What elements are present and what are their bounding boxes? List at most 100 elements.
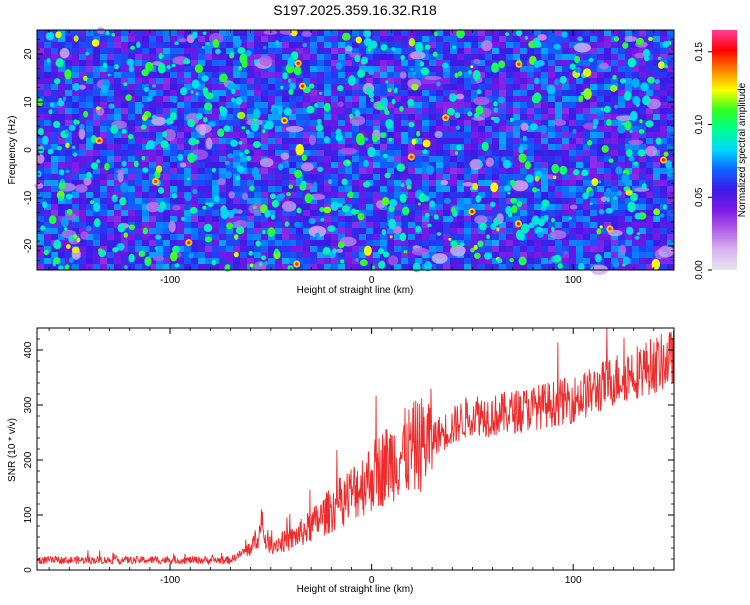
heatmap-blob [631,78,640,88]
heatmap-cell [387,66,394,72]
heatmap-cell [534,162,541,168]
heatmap-cell [373,174,380,180]
heatmap-cell [394,198,401,204]
heatmap-cell [37,204,44,210]
heatmap-cell [422,60,429,66]
heatmap-cell [261,150,268,156]
heatmap-cell [275,96,282,102]
heatmap-cell [254,36,261,42]
heatmap-cell [604,222,611,228]
heatmap-cell [226,102,233,108]
heatmap-cell [212,150,219,156]
heatmap-blob [588,57,594,63]
heatmap-cell [576,162,583,168]
heatmap-cell [233,168,240,174]
heatmap-cell [79,252,86,258]
heatmap-cell [72,210,79,216]
heatmap-cell [212,240,219,246]
heatmap-cell [660,114,667,120]
heatmap-cell [177,78,184,84]
heatmap-cell [226,252,233,258]
heatmap-blob [253,59,259,64]
heatmap-cell [198,162,205,168]
heatmap-cell [513,246,520,252]
heatmap-cell [618,144,625,150]
heatmap-cell [114,192,121,198]
heatmap-cell [394,168,401,174]
heatmap-cell [415,102,422,108]
heatmap-cell [534,72,541,78]
heatmap-cell [457,54,464,60]
heatmap-cell [555,198,562,204]
heatmap-cell [261,216,268,222]
heatmap-cell [65,150,72,156]
heatmap-cell [387,210,394,216]
heatmap-cell [51,114,58,120]
heatmap-cell [639,66,646,72]
heatmap-cell [534,192,541,198]
heatmap-cell [597,222,604,228]
heatmap-blob [578,262,585,271]
heatmap-cell [478,264,485,270]
heatmap-cell [198,72,205,78]
heatmap-blob [454,72,459,78]
heatmap-cell [317,78,324,84]
heatmap-cell [373,114,380,120]
heatmap-cell [156,72,163,78]
heatmap-cell [576,168,583,174]
heatmap-cell [142,42,149,48]
heatmap-blob [536,188,540,192]
heatmap-cell [310,162,317,168]
heatmap-cell [464,54,471,60]
heatmap-blob [337,203,343,208]
heatmap-cell [107,54,114,60]
heatmap-cell [569,144,576,150]
heatmap-cell [212,108,219,114]
colorbar-ticks: 0.000.050.100.15 [694,42,712,280]
heatmap-cell [590,210,597,216]
heatmap-cell [450,222,457,228]
heatmap-cell [590,204,597,210]
heatmap-blob [524,161,532,170]
heatmap-cell [401,246,408,252]
heatmap-cell [44,252,51,258]
heatmap-cell [548,228,555,234]
heatmap-cell [429,54,436,60]
heatmap-cell [443,120,450,126]
heatmap-cell [163,228,170,234]
heatmap-cell [485,186,492,192]
heatmap-cell [660,174,667,180]
heatmap-cell [485,222,492,228]
heatmap-blob [283,107,292,116]
heatmap-cell [401,60,408,66]
heatmap-cell [156,90,163,96]
heatmap-cell [219,240,226,246]
heatmap-blob [493,116,500,124]
heatmap-cell [310,144,317,150]
heatmap-cell [177,186,184,192]
heatmap-cell [499,204,506,210]
heatmap-cell [212,96,219,102]
heatmap-cell [352,252,359,258]
heatmap-cell [296,192,303,198]
heatmap-cell [296,234,303,240]
heatmap-cell [310,240,317,246]
heatmap-cell [618,156,625,162]
heatmap-cell [373,258,380,264]
heatmap-blob [400,182,405,188]
heatmap-cell [541,96,548,102]
heatmap-cell [604,216,611,222]
heatmap-cell [93,186,100,192]
heatmap-cell [345,138,352,144]
heatmap-cell [289,120,296,126]
heatmap-cell [667,258,674,264]
heatmap-cell [331,84,338,90]
heatmap-blob [235,96,243,105]
heatmap-cell [303,108,310,114]
heatmap-blob [424,44,431,50]
heatmap-cell [93,180,100,186]
heatmap-cell [443,84,450,90]
heatmap-cell [79,264,86,270]
heatmap-cell [506,168,513,174]
spectrogram-y-label: Frequency (Hz) [7,116,18,185]
